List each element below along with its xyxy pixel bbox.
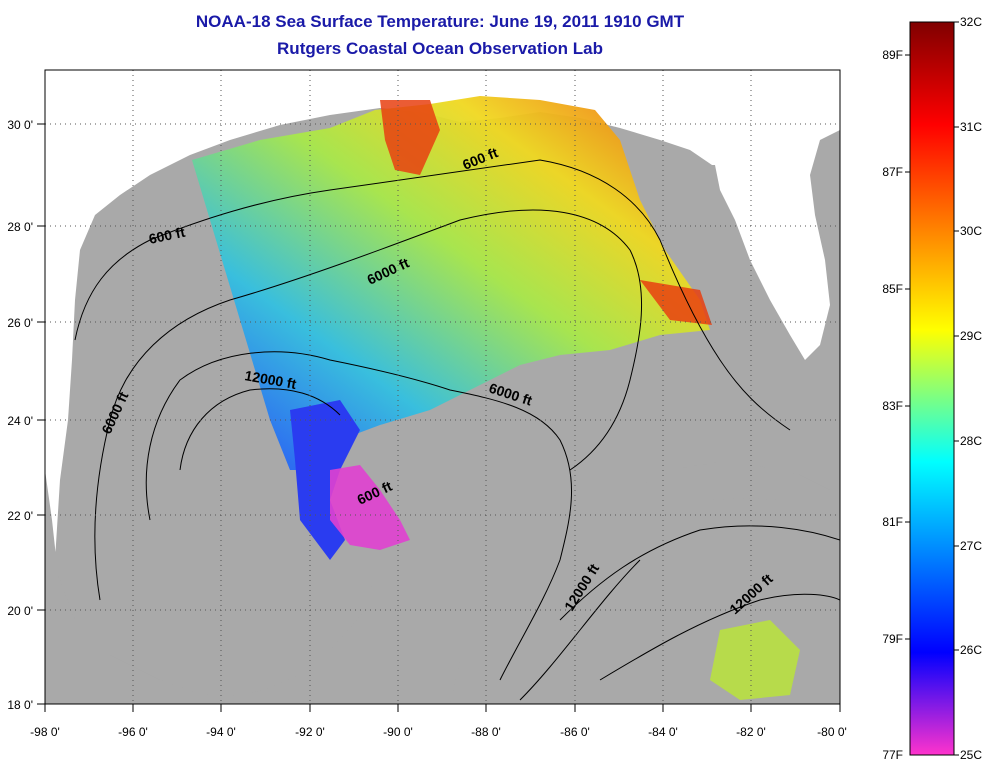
lat-label: 18 0' — [7, 698, 33, 712]
lon-label: -82 0' — [736, 725, 766, 739]
celsius-label: 29C — [960, 329, 982, 343]
fahrenheit-label: 81F — [882, 515, 903, 529]
colorbar — [909, 21, 955, 756]
lon-label: -80 0' — [817, 725, 847, 739]
celsius-label: 31C — [960, 120, 982, 134]
sst-swath — [192, 96, 710, 470]
map-title: NOAA-18 Sea Surface Temperature: June 19… — [195, 12, 685, 31]
celsius-label: 27C — [960, 539, 982, 553]
fahrenheit-label: 89F — [882, 48, 903, 62]
fahrenheit-label: 87F — [882, 165, 903, 179]
map-subtitle: Rutgers Coastal Ocean Observation Lab — [277, 39, 603, 58]
celsius-label: 25C — [960, 748, 982, 762]
lon-label: -96 0' — [118, 725, 148, 739]
lon-label: -98 0' — [30, 725, 60, 739]
latitude-labels: 18 0' 20 0' 22 0' 24 0' 26 0' 28 0' 30 0… — [7, 118, 33, 712]
sst-swath-south — [290, 400, 360, 560]
contour-label: 600 ft — [147, 224, 186, 247]
lat-label: 28 0' — [7, 220, 33, 234]
lat-label: 24 0' — [7, 414, 33, 428]
sst-swath-pink — [330, 465, 410, 550]
sst-caribbean-patch — [710, 620, 800, 700]
lat-label: 30 0' — [7, 118, 33, 132]
land-cuba — [640, 462, 840, 510]
colorbar-fahrenheit-labels: 89F 87F 85F 83F 81F 79F 77F — [882, 48, 903, 762]
fahrenheit-label: 77F — [882, 748, 903, 762]
lat-label: 20 0' — [7, 604, 33, 618]
colorbar-ticks — [905, 21, 959, 756]
celsius-label: 30C — [960, 224, 982, 238]
sst-warm-patch — [380, 100, 712, 325]
fahrenheit-label: 79F — [882, 632, 903, 646]
lon-label: -86 0' — [560, 725, 590, 739]
axis-ticks — [37, 123, 841, 712]
land-islands — [700, 518, 840, 580]
map-frame — [44, 69, 841, 705]
land-mexico — [45, 470, 475, 704]
lon-label: -90 0' — [383, 725, 413, 739]
celsius-label: 26C — [960, 643, 982, 657]
longitude-labels: -98 0' -96 0' -94 0' -92 0' -90 0' -88 0… — [30, 725, 847, 739]
lon-label: -94 0' — [206, 725, 236, 739]
lon-label: -84 0' — [648, 725, 678, 739]
lat-label: 22 0' — [7, 509, 33, 523]
lon-label: -92 0' — [295, 725, 325, 739]
celsius-label: 32C — [960, 15, 982, 29]
lon-label: -88 0' — [471, 725, 501, 739]
bathymetry-contours — [74, 159, 840, 701]
fahrenheit-label: 83F — [882, 399, 903, 413]
celsius-label: 28C — [960, 434, 982, 448]
graticule — [45, 70, 840, 704]
lat-label: 26 0' — [7, 316, 33, 330]
colorbar-celsius-labels: 32C 31C 30C 29C 28C 27C 26C 25C — [960, 15, 982, 762]
fahrenheit-label: 85F — [882, 282, 903, 296]
